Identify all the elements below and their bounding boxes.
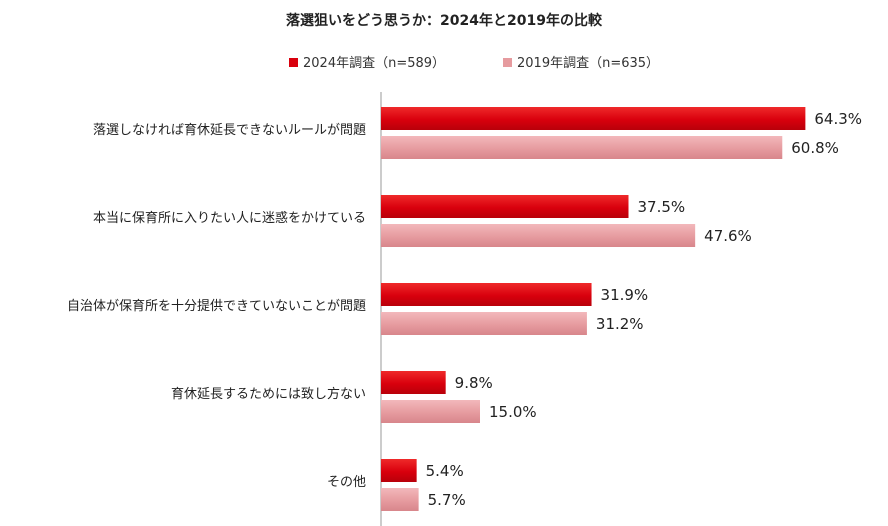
legend-swatch-2024 xyxy=(289,58,298,67)
bar-2024-5 xyxy=(381,459,417,482)
category-label-2: 本当に保育所に入りたい人に迷惑をかけている xyxy=(93,210,366,226)
bar-2019-4 xyxy=(381,400,480,423)
bar-2019-5 xyxy=(381,488,419,511)
value-label-2019-3: 31.2% xyxy=(596,315,644,333)
category-label-1: 落選しなければ育休延長できないルールが問題 xyxy=(93,122,366,138)
bar-2024-2 xyxy=(381,195,629,218)
chart-title: 落選狙いをどう思うか：2024年と2019年の比較 xyxy=(286,12,603,29)
value-label-2024-4: 9.8% xyxy=(455,374,493,392)
category-label-5: その他 xyxy=(327,475,366,490)
value-label-2019-4: 15.0% xyxy=(489,403,537,421)
legend-swatch-2019 xyxy=(503,58,512,67)
value-label-2019-1: 60.8% xyxy=(791,139,839,157)
category-label-4: 育休延長するためには致し方ない xyxy=(171,386,366,402)
bar-2019-1 xyxy=(381,136,783,159)
value-label-2024-3: 31.9% xyxy=(601,286,649,304)
legend-label-2019: 2019年調査（n=635） xyxy=(517,56,659,71)
value-label-2024-5: 5.4% xyxy=(426,462,464,480)
bar-2019-2 xyxy=(381,224,696,247)
bar-2024-3 xyxy=(381,283,592,306)
category-label-3: 自治体が保育所を十分提供できていないことが問題 xyxy=(67,298,366,314)
bar-2024-4 xyxy=(381,371,446,394)
bar-2024-1 xyxy=(381,107,806,130)
legend: 2024年調査（n=589） 2019年調査（n=635） xyxy=(289,56,659,71)
value-label-2024-1: 64.3% xyxy=(814,110,862,128)
value-label-2024-2: 37.5% xyxy=(638,198,686,216)
legend-label-2024: 2024年調査（n=589） xyxy=(303,56,445,71)
bars-layer: 落選しなければ育休延長できないルールが問題 64.3% 60.8% 本当に保育所に入り… xyxy=(67,107,862,511)
value-label-2019-2: 47.6% xyxy=(704,227,752,245)
value-label-2019-5: 5.7% xyxy=(428,491,466,509)
bar-2019-3 xyxy=(381,312,587,335)
